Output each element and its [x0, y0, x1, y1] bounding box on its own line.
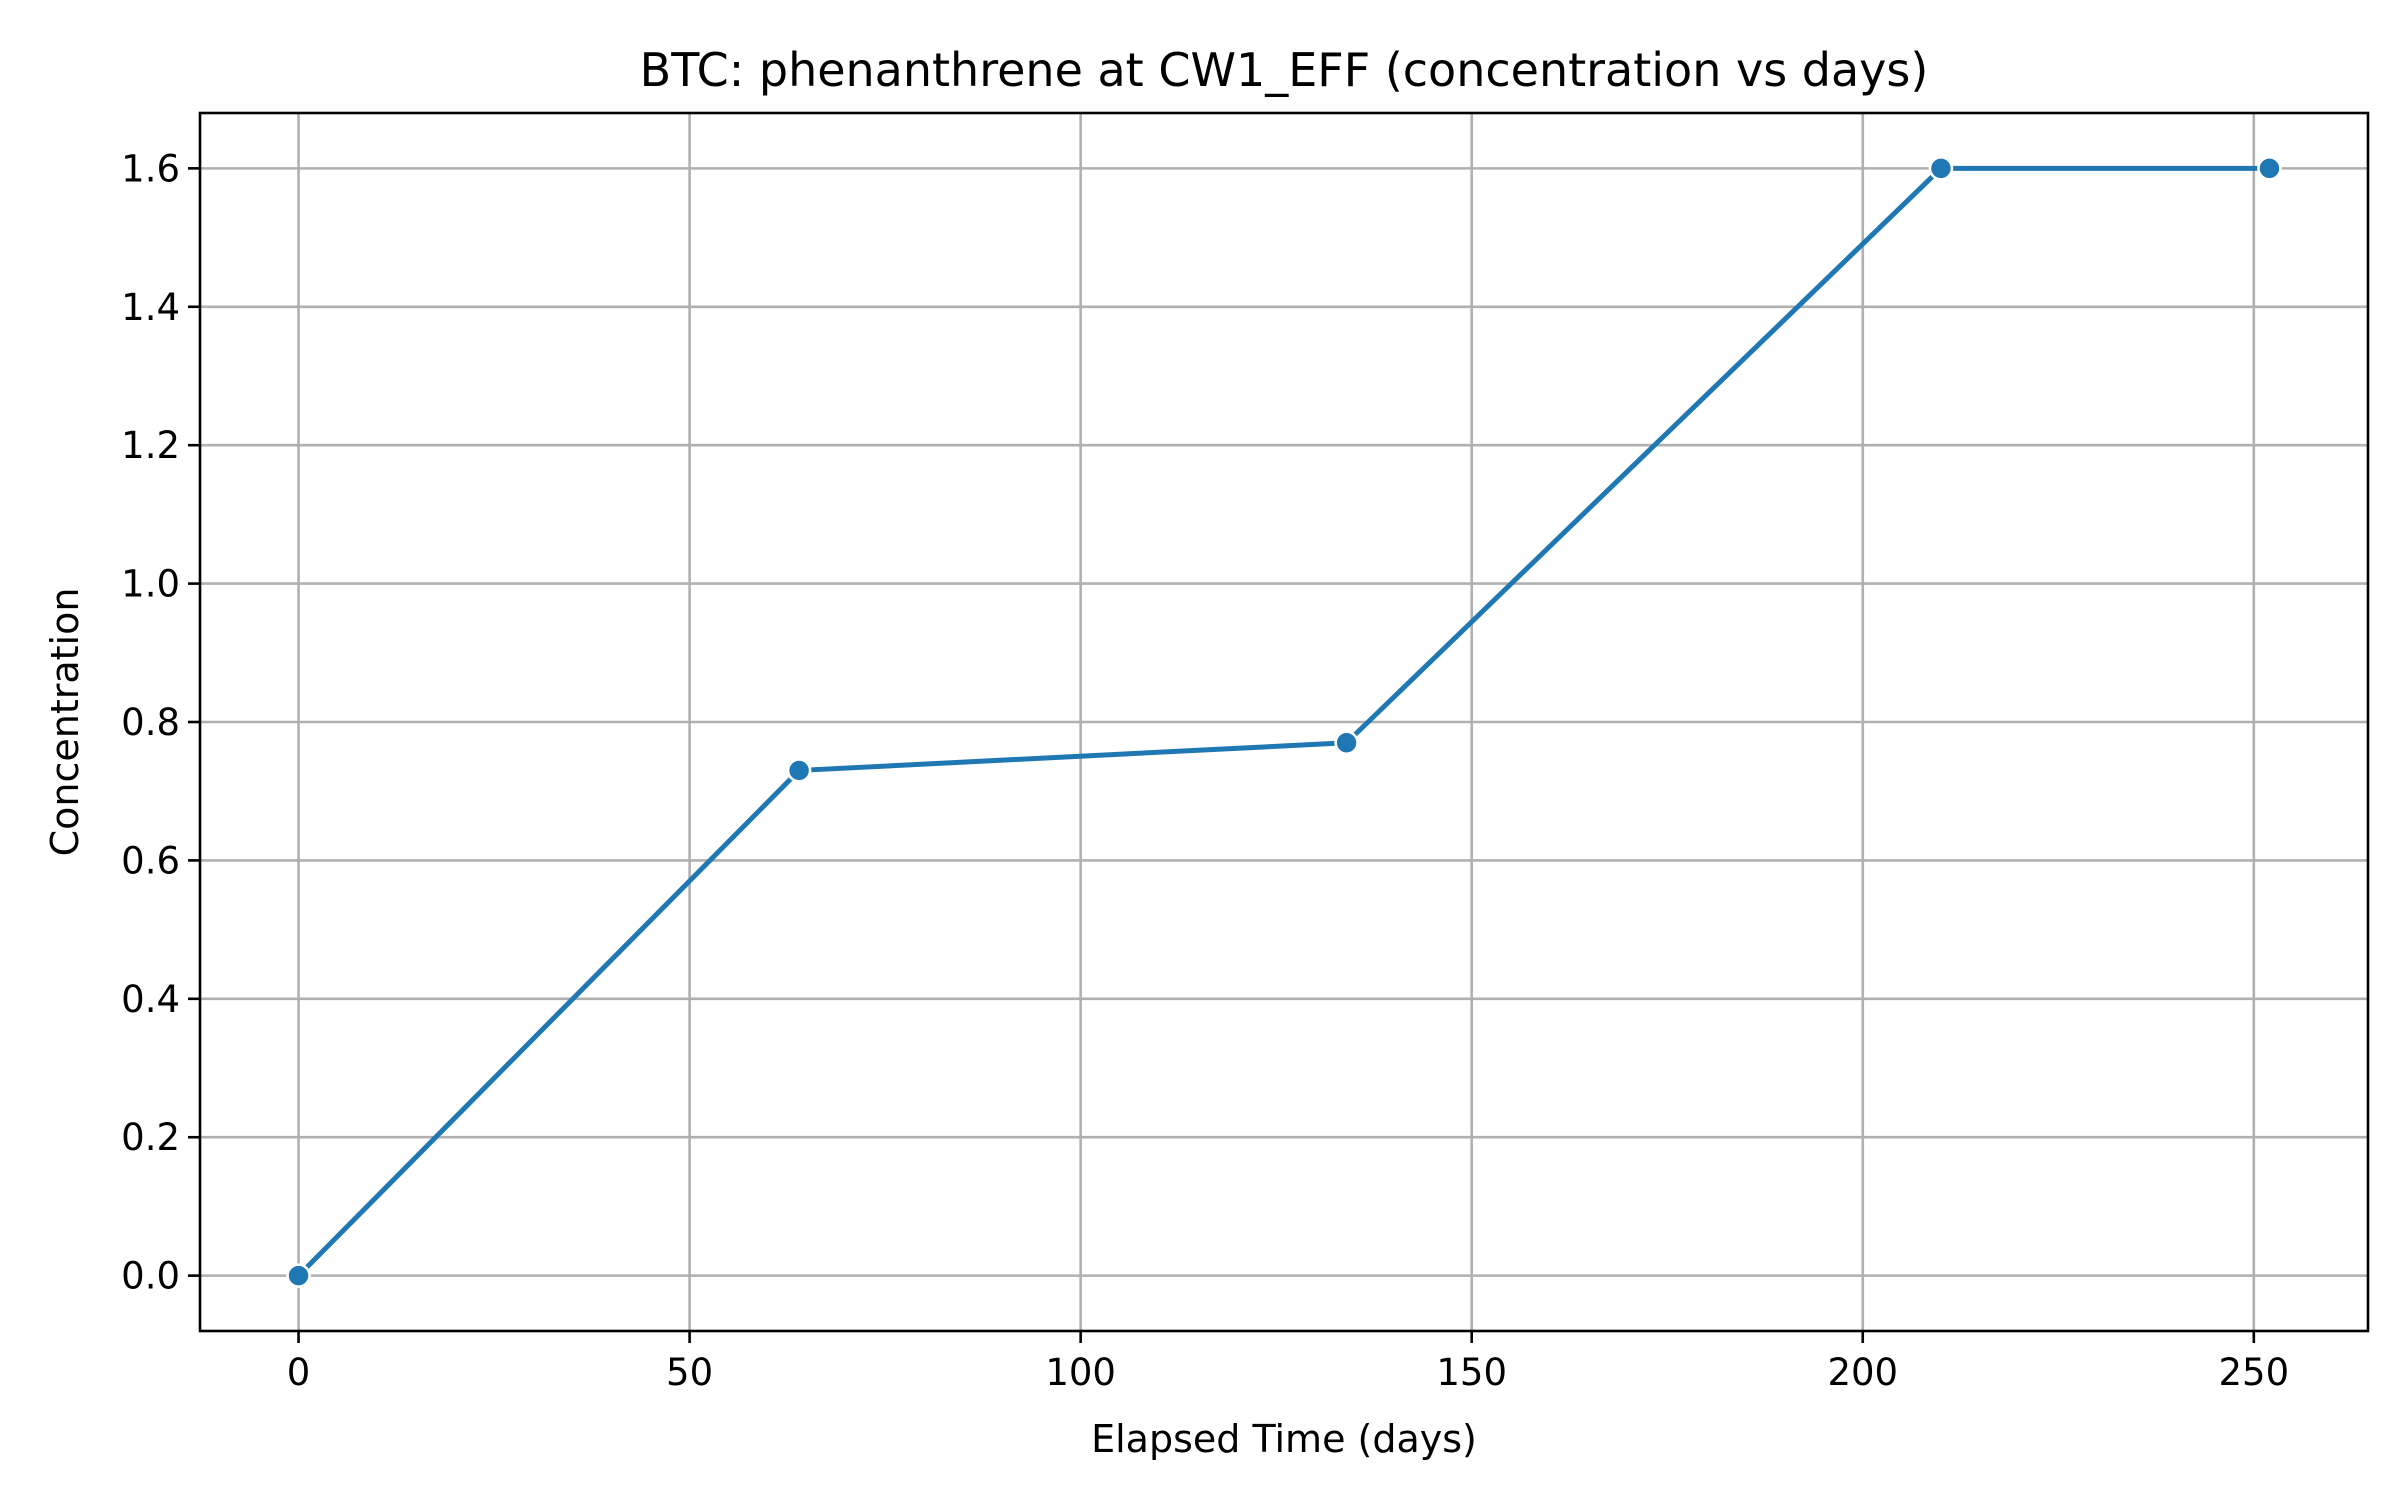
y-tick-label: 0.2: [121, 1116, 180, 1159]
y-tick-label: 1.4: [121, 286, 180, 329]
x-tick-label: 150: [1436, 1351, 1507, 1394]
x-tick-label: 250: [2219, 1351, 2290, 1394]
y-axis-label: Concentration: [43, 588, 87, 857]
axis-ticks: 0 50 100 150 200 250 0.0 0.2 0.4 0.6 0.8 1.0 1.2 1.4 1…: [121, 147, 2289, 1394]
data-point: [286, 1263, 311, 1288]
y-tick-label: 0.0: [121, 1255, 180, 1298]
x-tick-label: 0: [287, 1351, 311, 1394]
chart-title: BTC: phenanthrene at CW1_EFF (concentrat…: [640, 43, 1929, 97]
data-point: [1334, 730, 1359, 756]
y-tick-label: 1.2: [121, 424, 180, 467]
y-tick-label: 0.6: [121, 839, 180, 882]
y-tick-label: 1.0: [121, 563, 180, 606]
y-tick-label: 0.4: [121, 978, 180, 1021]
x-tick-label: 200: [1827, 1351, 1898, 1394]
y-tick-label: 1.6: [121, 147, 180, 190]
data-series: [286, 156, 2282, 1288]
x-axis-label: Elapsed Time (days): [1091, 1417, 1477, 1461]
y-tick-label: 0.8: [121, 701, 180, 744]
x-tick-label: 100: [1045, 1351, 1116, 1394]
grid-lines: [200, 113, 2368, 1331]
data-point: [1928, 156, 1954, 181]
x-tick-label: 50: [666, 1351, 713, 1394]
data-point: [786, 758, 812, 783]
data-point: [2257, 156, 2282, 181]
